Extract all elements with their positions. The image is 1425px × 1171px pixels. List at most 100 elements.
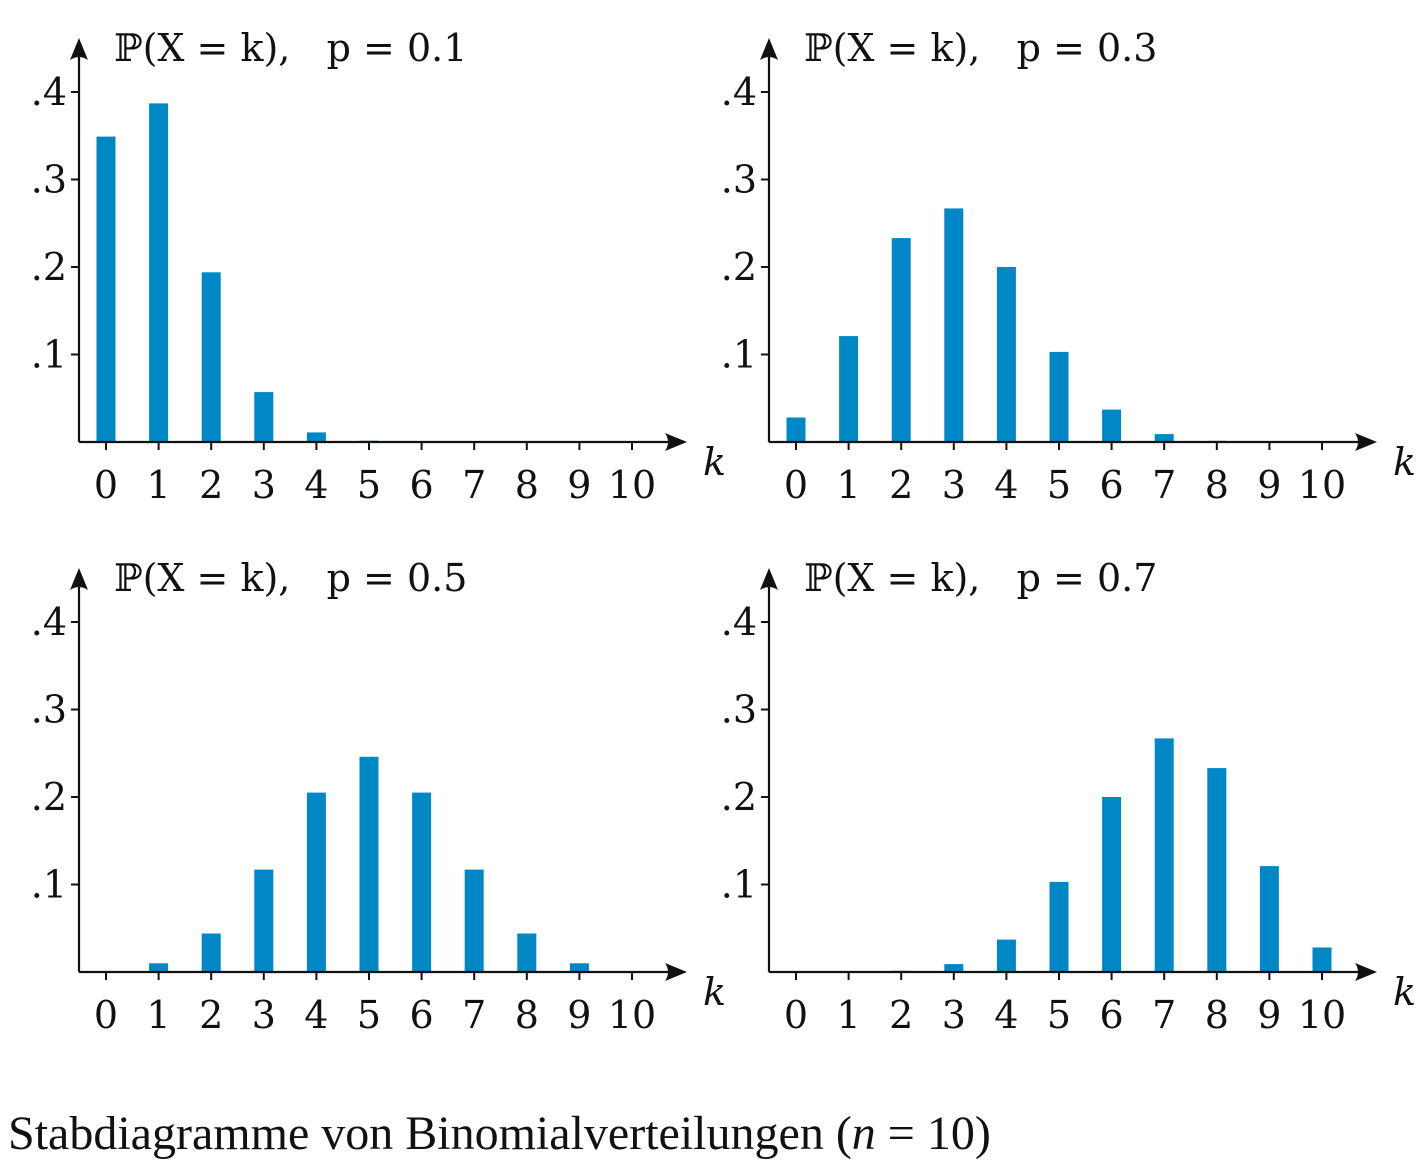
x-tick-label: 3 <box>252 463 276 507</box>
x-tick-label: 3 <box>252 993 276 1037</box>
x-tick-label: 0 <box>94 993 118 1037</box>
x-tick-label: 9 <box>1257 463 1281 507</box>
x-tick-label: 0 <box>784 463 808 507</box>
x-tick-label: 2 <box>199 463 223 507</box>
x-axis-label: k <box>1393 970 1416 1014</box>
x-axis-label: k <box>703 970 726 1014</box>
y-tick-label: .3 <box>31 688 67 732</box>
x-axis-arrow <box>665 963 687 981</box>
bar <box>1102 409 1122 442</box>
bar <box>1102 797 1122 972</box>
bar <box>1154 738 1174 972</box>
x-tick-label: 7 <box>462 463 486 507</box>
chart-panel: 0 1 2 3 4 5 6 7 8 9 10 .1 .2 .3 .4 k ℙ(X = k), p = 0.1 <box>31 26 726 507</box>
bar <box>96 136 116 442</box>
x-tick-label: 0 <box>94 463 118 507</box>
bar <box>201 272 221 443</box>
x-tick-label: 1 <box>147 463 171 507</box>
y-tick-label: .3 <box>721 688 757 732</box>
x-tick-label: 5 <box>357 993 381 1037</box>
x-tick-label: 7 <box>1152 463 1176 507</box>
y-tick-label: .1 <box>721 333 757 377</box>
y-tick-label: .1 <box>721 863 757 907</box>
x-tick-label: 10 <box>608 463 656 507</box>
chart-panel: 0 1 2 3 4 5 6 7 8 9 10 .1 .2 .3 .4 k ℙ(X = k), p = 0.5 <box>31 556 726 1037</box>
x-tick-label: 9 <box>1257 993 1281 1037</box>
y-tick-label: .2 <box>31 245 67 289</box>
x-tick-label: 5 <box>357 463 381 507</box>
bar <box>1259 866 1279 972</box>
x-axis-arrow <box>1355 433 1377 451</box>
x-tick-label: 7 <box>1152 993 1176 1037</box>
bar <box>149 103 169 443</box>
x-tick-label: 2 <box>889 993 913 1037</box>
bar <box>944 964 964 972</box>
chart-panel: 0 1 2 3 4 5 6 7 8 9 10 .1 .2 .3 .4 k ℙ(X = k), p = 0.7 <box>721 556 1416 1037</box>
x-tick-label: 10 <box>1298 463 1346 507</box>
x-tick-label: 0 <box>784 993 808 1037</box>
x-tick-label: 8 <box>515 993 539 1037</box>
x-tick-label: 3 <box>942 463 966 507</box>
bar <box>569 963 589 973</box>
x-tick-label: 6 <box>410 463 434 507</box>
bar <box>1049 351 1069 442</box>
y-tick-label: .4 <box>721 600 757 644</box>
y-axis-arrow <box>760 568 778 590</box>
x-tick-label: 9 <box>567 993 591 1037</box>
x-axis-label: k <box>703 440 726 484</box>
figure-caption: Stabdiagramme von Binomialverteilungen (… <box>8 1106 991 1161</box>
bar <box>786 417 806 442</box>
x-tick-label: 4 <box>994 993 1018 1037</box>
x-tick-label: 6 <box>410 993 434 1037</box>
x-tick-label: 10 <box>1298 993 1346 1037</box>
x-tick-label: 10 <box>608 993 656 1037</box>
x-tick-label: 8 <box>1205 463 1229 507</box>
x-tick-label: 1 <box>147 993 171 1037</box>
y-tick-label: .3 <box>721 158 757 202</box>
x-axis-label: k <box>1393 440 1416 484</box>
bar <box>1049 881 1069 972</box>
x-tick-label: 2 <box>889 463 913 507</box>
y-axis-arrow <box>70 568 88 590</box>
bar <box>464 869 484 972</box>
x-tick-label: 1 <box>837 993 861 1037</box>
x-tick-label: 4 <box>994 463 1018 507</box>
bar-charts: 0 1 2 3 4 5 6 7 8 9 10.1.2.3.4kℙ(X = k), p = 0.10 1… <box>31 26 1416 1037</box>
x-tick-label: 6 <box>1100 993 1124 1037</box>
caption-prefix: Stabdiagramme von Binomialverteilungen ( <box>8 1107 852 1160</box>
bar <box>517 933 537 972</box>
bar <box>944 208 964 442</box>
chart-panel: 0 1 2 3 4 5 6 7 8 9 10 .1 .2 .3 .4 k ℙ(X = k), p = 0.3 <box>721 26 1416 507</box>
bar <box>891 238 911 442</box>
bar <box>1312 947 1332 972</box>
chart-title: ℙ(X = k), p = 0.7 <box>804 556 1157 600</box>
y-tick-label: .1 <box>31 863 67 907</box>
x-tick-label: 5 <box>1047 993 1071 1037</box>
y-tick-label: .3 <box>31 158 67 202</box>
bar <box>149 963 169 973</box>
bar <box>412 792 432 972</box>
x-tick-label: 4 <box>304 993 328 1037</box>
x-tick-label: 6 <box>1100 463 1124 507</box>
bar <box>306 792 326 972</box>
bar <box>254 392 274 442</box>
x-tick-label: 8 <box>515 463 539 507</box>
y-tick-label: .4 <box>721 70 757 114</box>
y-tick-label: .1 <box>31 333 67 377</box>
x-tick-label: 9 <box>567 463 591 507</box>
bar <box>306 432 326 442</box>
x-tick-label: 2 <box>199 993 223 1037</box>
bar <box>359 756 379 973</box>
bar <box>1207 768 1227 972</box>
bar <box>201 933 221 972</box>
x-tick-label: 5 <box>1047 463 1071 507</box>
y-tick-label: .2 <box>721 775 757 819</box>
chart-title: ℙ(X = k), p = 0.1 <box>114 26 467 70</box>
y-axis-arrow <box>760 38 778 60</box>
y-axis-arrow <box>70 38 88 60</box>
x-tick-label: 7 <box>462 993 486 1037</box>
y-tick-label: .2 <box>721 245 757 289</box>
bar <box>1154 434 1174 442</box>
chart-title: ℙ(X = k), p = 0.5 <box>114 556 467 600</box>
